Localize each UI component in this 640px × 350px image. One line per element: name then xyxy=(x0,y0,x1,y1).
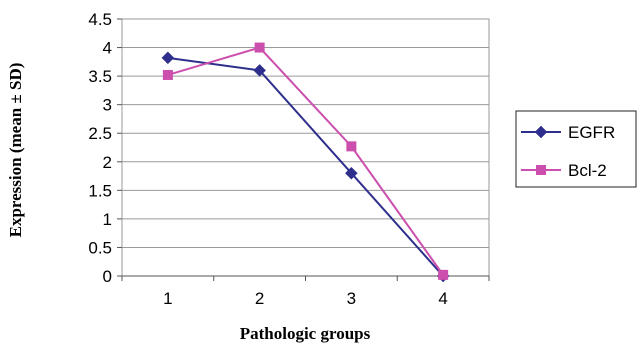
y-tick-label: 2 xyxy=(103,153,112,172)
x-tick-label: 3 xyxy=(347,289,356,308)
legend-item-bcl-2: Bcl-2 xyxy=(521,161,607,180)
y-axis-title: Expression (mean ± SD) xyxy=(6,63,25,238)
data-point-bcl-2 xyxy=(254,42,265,53)
data-point-egfr xyxy=(345,166,358,180)
y-tick-label: 4 xyxy=(103,39,112,58)
data-point-bcl-2 xyxy=(438,269,449,280)
series-line-bcl-2 xyxy=(167,46,444,276)
data-point-egfr xyxy=(161,51,175,65)
y-tick-label: 1 xyxy=(103,210,112,229)
y-tick-label: 2.5 xyxy=(88,124,112,143)
axes xyxy=(117,18,490,281)
y-tick-label: 3 xyxy=(103,96,112,115)
y-tick-label: 0.5 xyxy=(88,238,112,257)
x-tick-label: 4 xyxy=(438,289,447,308)
data-point-bcl-2 xyxy=(346,141,357,152)
x-tick-label: 1 xyxy=(163,289,172,308)
legend: EGFR Bcl-2 xyxy=(515,110,637,188)
legend-label: EGFR xyxy=(568,123,615,142)
tick-labels: 0 0.5 1 1.5 2 2.5 3 3.5 4 4.5 1 2 3 4 xyxy=(88,10,448,308)
y-tick-label: 3.5 xyxy=(88,67,112,86)
series-group xyxy=(161,42,450,283)
series-bcl-2 xyxy=(162,42,449,280)
legend-marker-egfr xyxy=(534,125,548,139)
series-line-egfr xyxy=(167,56,444,277)
x-tick-label: 2 xyxy=(255,289,264,308)
plot-area xyxy=(121,18,490,277)
data-point-egfr xyxy=(253,64,266,77)
legend-item-egfr: EGFR xyxy=(521,123,615,142)
legend-marker-bcl-2 xyxy=(536,165,546,175)
legend-label: Bcl-2 xyxy=(568,161,607,180)
y-tick-label: 0 xyxy=(103,267,112,286)
x-axis-title: Pathologic groups xyxy=(240,324,371,343)
y-tick-label: 4.5 xyxy=(88,10,112,29)
data-point-bcl-2 xyxy=(162,69,173,80)
gridlines xyxy=(122,18,489,248)
y-tick-label: 1.5 xyxy=(88,181,112,200)
series-egfr xyxy=(161,51,450,283)
